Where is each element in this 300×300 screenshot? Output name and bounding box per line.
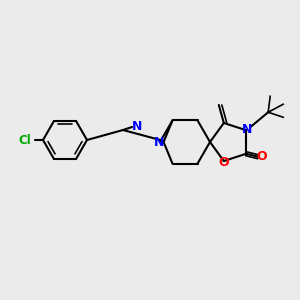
Text: N: N xyxy=(154,136,164,148)
Text: O: O xyxy=(218,155,229,169)
Text: N: N xyxy=(132,121,142,134)
Text: N: N xyxy=(242,123,252,136)
Text: Cl: Cl xyxy=(18,134,31,146)
Text: O: O xyxy=(257,150,268,163)
